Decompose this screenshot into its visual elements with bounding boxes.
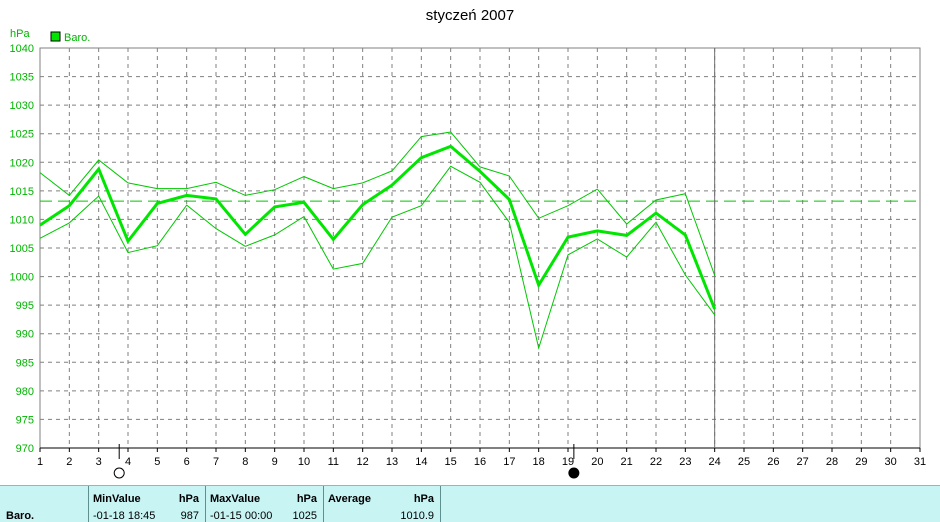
x-tick-label: 28 [826,456,838,468]
stats-avg-unit: hPa [413,493,434,505]
y-tick-label: 985 [16,357,34,369]
x-tick-label: 31 [914,456,926,468]
y-tick-label: 1030 [10,100,34,112]
new-moon-icon [568,467,580,479]
y-tick-label: 995 [16,300,34,312]
stats-avg: Average hPa 1010.9 [323,486,440,522]
y-tick-label: 1040 [10,43,34,55]
x-tick-label: 8 [242,456,248,468]
x-tick-label: 2 [66,456,72,468]
y-tick-label: 980 [16,386,34,398]
x-tick-label: 14 [415,456,427,468]
stats-min-unit: hPa [178,493,199,505]
y-tick-label: 975 [16,414,34,426]
series-average-line [39,144,717,310]
series-min-line [39,165,716,350]
x-tick-label: 24 [709,456,721,468]
legend-label: Baro. [64,32,90,44]
series-max-line [39,131,716,276]
x-tick-label: 3 [96,456,102,468]
y-axis-unit: hPa [10,28,30,40]
stats-max-date: -01-15 00:00 [210,510,273,522]
x-tick-label: 5 [154,456,160,468]
stats-bar: Baro. MinValue hPa -01-18 18:45 987 MaxV… [0,485,940,522]
x-tick-label: 6 [184,456,190,468]
stats-avg-value: 1010.9 [400,510,434,522]
y-tick-label: 1025 [10,129,34,141]
stats-min-value: 987 [180,510,199,522]
stats-divider [440,486,441,522]
stats-min-date: -01-18 18:45 [93,510,156,522]
chart-title: styczeń 2007 [426,7,514,24]
stats-min-label: MinValue [93,493,141,505]
x-tick-label: 13 [386,456,398,468]
stats-max-value: 1025 [292,510,317,522]
x-tick-label: 16 [474,456,486,468]
x-tick-label: 11 [328,456,339,468]
y-tick-label: 1010 [10,214,34,226]
y-tick-label: 1035 [10,72,34,84]
x-tick-label: 25 [738,456,750,468]
x-tick-label: 7 [213,456,219,468]
y-tick-label: 1015 [10,186,34,198]
stats-avg-label: Average [328,493,372,505]
stats-max: MaxValue hPa -01-15 00:00 1025 [205,486,323,522]
y-tick-label: 1000 [10,272,34,284]
x-tick-label: 15 [445,456,457,468]
y-tick-label: 970 [16,443,34,455]
x-tick-label: 20 [591,456,603,468]
legend-swatch [50,31,61,42]
x-tick-label: 9 [272,456,278,468]
x-tick-label: 12 [357,456,369,468]
y-tick-label: 1020 [10,157,34,169]
y-tick-label: 990 [16,329,34,341]
stats-series-label: Baro. [6,510,35,522]
x-tick-label: 21 [621,456,633,468]
x-tick-label: 4 [125,456,131,468]
stats-max-label: MaxValue [210,493,261,505]
x-tick-label: 17 [503,456,515,468]
y-tick-label: 1005 [10,243,34,255]
x-tick-label: 19 [562,456,574,468]
x-tick-label: 18 [533,456,545,468]
x-tick-label: 29 [855,456,867,468]
x-tick-label: 10 [298,456,310,468]
full-moon-icon [113,467,125,479]
x-tick-label: 1 [37,456,43,468]
stats-max-unit: hPa [296,493,317,505]
stats-min: MinValue hPa -01-18 18:45 987 [88,486,205,522]
x-tick-label: 22 [650,456,662,468]
x-tick-label: 26 [767,456,779,468]
x-tick-label: 30 [885,456,897,468]
x-tick-label: 23 [679,456,691,468]
x-tick-label: 27 [797,456,809,468]
